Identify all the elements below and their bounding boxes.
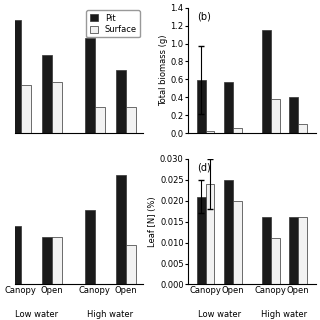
Bar bbox=[116, 70, 126, 133]
Bar bbox=[233, 201, 242, 284]
Text: Low water: Low water bbox=[198, 309, 241, 318]
Bar bbox=[11, 226, 21, 284]
Bar bbox=[224, 82, 233, 133]
Y-axis label: Leaf [N] (%): Leaf [N] (%) bbox=[148, 196, 157, 247]
Bar bbox=[262, 30, 271, 133]
Bar bbox=[298, 124, 307, 133]
Bar bbox=[126, 107, 136, 133]
Bar bbox=[197, 196, 205, 284]
Bar bbox=[95, 107, 105, 133]
Bar bbox=[85, 210, 95, 284]
Bar bbox=[116, 175, 126, 284]
Bar bbox=[11, 20, 21, 133]
Text: High water: High water bbox=[261, 309, 308, 318]
Bar bbox=[289, 218, 298, 284]
Text: High water: High water bbox=[87, 309, 133, 318]
Bar bbox=[85, 37, 95, 133]
Bar bbox=[205, 184, 214, 284]
Bar bbox=[289, 97, 298, 133]
Bar bbox=[126, 245, 136, 284]
Bar bbox=[271, 99, 280, 133]
Text: Low water: Low water bbox=[15, 309, 58, 318]
Bar bbox=[271, 238, 280, 284]
Bar bbox=[298, 218, 307, 284]
Text: (b): (b) bbox=[197, 12, 211, 21]
Bar bbox=[21, 85, 31, 133]
Bar bbox=[233, 128, 242, 133]
Bar bbox=[52, 237, 61, 284]
Bar bbox=[42, 55, 52, 133]
Bar bbox=[197, 80, 205, 133]
Bar bbox=[262, 218, 271, 284]
Y-axis label: Total biomass (g): Total biomass (g) bbox=[159, 35, 168, 106]
Legend: Pit, Surface: Pit, Surface bbox=[86, 10, 140, 37]
Text: (d): (d) bbox=[197, 163, 211, 173]
Bar bbox=[224, 180, 233, 284]
Bar bbox=[52, 82, 61, 133]
Bar bbox=[42, 237, 52, 284]
Bar bbox=[205, 131, 214, 133]
